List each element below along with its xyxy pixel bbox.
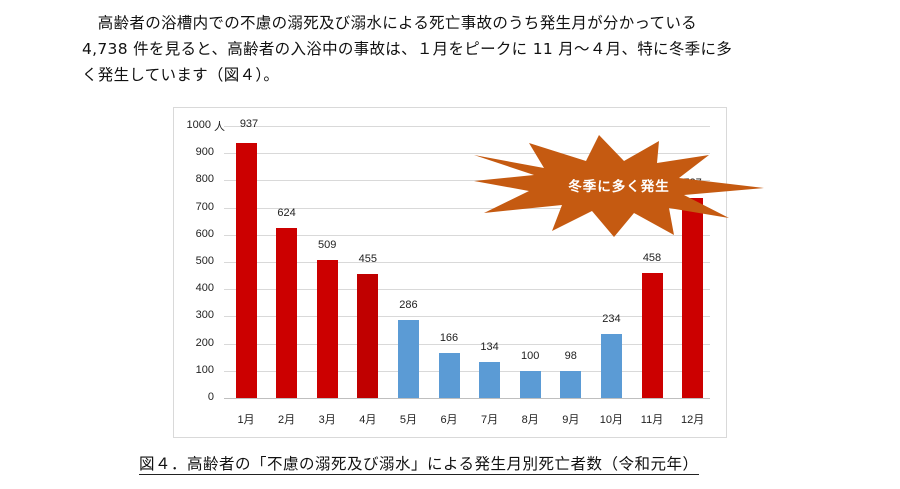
bar-8	[519, 370, 541, 398]
x-tick-label: 4月	[359, 414, 377, 426]
paragraph-line-3: く発生しています（図４）。	[82, 66, 280, 84]
bar-9	[560, 371, 582, 398]
y-tick-label: 800	[195, 173, 214, 186]
x-tick-label: 7月	[481, 414, 499, 426]
bar-11	[641, 273, 663, 398]
gridline	[224, 316, 710, 318]
intro-paragraph: 高齢者の浴槽内での不慮の溺死及び溺水による死亡事故のうち発生月が分かっている 4…	[82, 10, 852, 88]
bar-5	[397, 320, 419, 398]
value-label: 458	[642, 252, 662, 265]
paragraph-line-1: 高齢者の浴槽内での不慮の溺死及び溺水による死亡事故のうち発生月が分かっている	[82, 14, 697, 32]
bar-4	[357, 274, 379, 398]
bar-10	[600, 334, 622, 398]
value-label: 937	[239, 118, 259, 130]
bar-7	[479, 361, 501, 398]
value-label: 166	[439, 331, 459, 344]
x-tick-label: 12月	[680, 414, 705, 426]
y-tick-label: 1000	[186, 119, 211, 131]
value-label: 509	[318, 238, 337, 251]
value-label: 234	[602, 313, 621, 326]
x-tick-label: 3月	[318, 414, 336, 426]
bar-6	[438, 352, 460, 398]
paragraph-line-2: 4,738 件を見ると、高齢者の入浴中の事故は、１月をピークに 11 月～４月、…	[82, 40, 733, 58]
gridline	[224, 289, 710, 291]
monthly-deaths-bar-chart: 0 100 200 300 400 500 600 700 800 900 1000 人 937 1月 62…	[173, 107, 764, 438]
gridline	[224, 180, 710, 182]
x-tick-label: 5月	[399, 414, 417, 426]
gridline	[224, 126, 710, 127]
y-tick-label: 500	[195, 255, 214, 267]
y-tick-label: 300	[195, 309, 214, 322]
value-label: 455	[358, 253, 377, 266]
x-tick-label: 6月	[440, 414, 458, 426]
gridline	[224, 153, 710, 155]
value-label: 624	[277, 207, 296, 220]
gridline	[224, 262, 710, 263]
y-tick-label: 600	[195, 227, 214, 240]
gridline	[224, 207, 710, 209]
gridline	[224, 343, 710, 345]
gridline	[224, 370, 710, 372]
x-tick-label: 10月	[599, 414, 624, 426]
value-label: 100	[521, 349, 540, 362]
y-axis-unit: 人	[214, 120, 225, 133]
y-tick-label: 0	[207, 391, 214, 403]
bar-3	[316, 259, 338, 398]
y-tick-label: 900	[195, 146, 214, 159]
x-tick-label: 8月	[521, 414, 539, 426]
y-tick-label: 200	[195, 336, 214, 349]
explosion-burst-icon	[474, 135, 764, 237]
x-tick-label: 1月	[237, 414, 255, 426]
x-axis-line	[224, 398, 710, 399]
bar-1	[235, 143, 257, 398]
plot-area: 0 100 200 300 400 500 600 700 800 900 1000 人 937 1月 62…	[174, 108, 726, 437]
x-tick-label: 2月	[278, 414, 296, 426]
value-label: 98	[564, 350, 577, 363]
gridline	[224, 234, 710, 236]
y-tick-label: 100	[195, 363, 214, 376]
x-tick-label: 11月	[640, 414, 664, 426]
y-tick-label: 400	[195, 282, 214, 295]
callout-text: 冬季に多く発生	[568, 179, 670, 195]
value-label: 134	[480, 340, 499, 353]
x-tick-label: 9月	[562, 414, 580, 426]
value-label: 286	[399, 299, 418, 312]
bar-2	[276, 228, 298, 398]
y-tick-label: 700	[195, 200, 214, 213]
figure-caption: 図４．高齢者の「不慮の溺死及び溺水」による発生月別死亡者数（令和元年）	[139, 455, 699, 475]
bar-12	[682, 197, 704, 398]
